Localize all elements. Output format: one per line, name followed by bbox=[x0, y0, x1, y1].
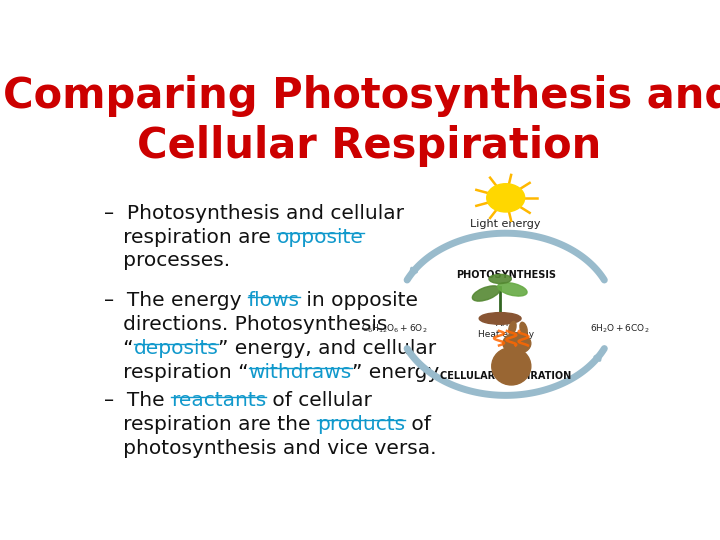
Ellipse shape bbox=[498, 282, 527, 296]
Text: withdraws: withdraws bbox=[248, 362, 352, 382]
Text: Light energy: Light energy bbox=[470, 219, 541, 230]
Text: PHOTOSYNTHESIS: PHOTOSYNTHESIS bbox=[456, 271, 556, 280]
Ellipse shape bbox=[509, 321, 516, 335]
Text: CELLULAR RESPIRATION: CELLULAR RESPIRATION bbox=[440, 371, 572, 381]
Text: directions. Photosynthesis: directions. Photosynthesis bbox=[104, 315, 387, 334]
Text: flows: flows bbox=[248, 292, 300, 310]
Text: respiration are the: respiration are the bbox=[104, 415, 317, 434]
Text: –  The: – The bbox=[104, 391, 171, 410]
Text: of cellular: of cellular bbox=[266, 391, 372, 410]
Text: –  Photosynthesis and cellular: – Photosynthesis and cellular bbox=[104, 204, 404, 223]
Text: ” energy.: ” energy. bbox=[352, 362, 443, 382]
Text: in opposite: in opposite bbox=[300, 292, 418, 310]
Circle shape bbox=[503, 333, 531, 354]
Text: “: “ bbox=[104, 339, 134, 358]
Text: Comparing Photosynthesis and
Cellular Respiration: Comparing Photosynthesis and Cellular Re… bbox=[4, 75, 720, 167]
Text: ATP,
Heat energy: ATP, Heat energy bbox=[477, 319, 534, 339]
Ellipse shape bbox=[480, 313, 521, 324]
Ellipse shape bbox=[492, 348, 531, 385]
Text: products: products bbox=[317, 415, 405, 434]
Text: of: of bbox=[405, 415, 431, 434]
Text: –  The energy: – The energy bbox=[104, 292, 248, 310]
Ellipse shape bbox=[489, 274, 511, 284]
Ellipse shape bbox=[472, 286, 500, 301]
Text: reactants: reactants bbox=[171, 391, 266, 410]
Text: photosynthesis and vice versa.: photosynthesis and vice versa. bbox=[104, 438, 436, 457]
Circle shape bbox=[487, 184, 525, 212]
Text: ” energy, and cellular: ” energy, and cellular bbox=[218, 339, 436, 358]
Ellipse shape bbox=[520, 322, 527, 335]
Text: $\mathregular{6H_2O + 6CO_2}$: $\mathregular{6H_2O + 6CO_2}$ bbox=[590, 322, 650, 335]
Text: opposite: opposite bbox=[277, 228, 364, 247]
Text: respiration are: respiration are bbox=[104, 228, 277, 247]
Text: respiration “: respiration “ bbox=[104, 362, 248, 382]
Text: processes.: processes. bbox=[104, 252, 230, 271]
Text: deposits: deposits bbox=[134, 339, 218, 358]
Text: $\mathregular{C_6H_{12}O_6 + 6O_2}$: $\mathregular{C_6H_{12}O_6 + 6O_2}$ bbox=[361, 322, 428, 335]
